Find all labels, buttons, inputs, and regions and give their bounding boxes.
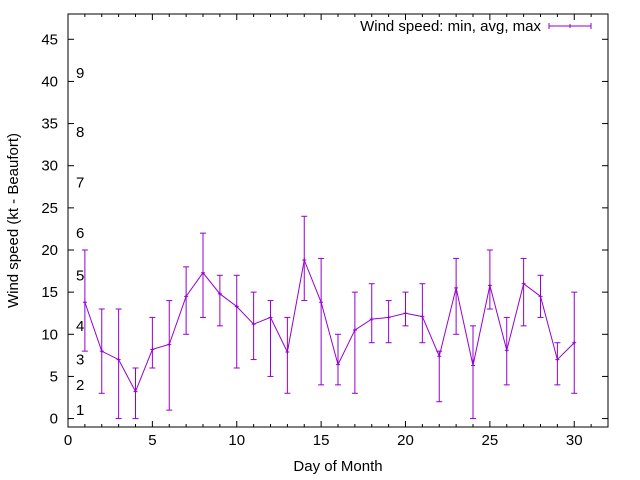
y-axis-label: Wind speed (kt - Beaufort) [5,133,22,308]
error-bar [368,283,375,344]
legend: Wind speed: min, avg, max [360,18,592,35]
y-tick-label: 35 [41,116,58,133]
error-bar [537,274,544,318]
legend-key [548,23,592,29]
x-tick-label: 25 [482,432,499,449]
beaufort-label: 4 [76,318,84,335]
error-bar [284,316,291,394]
error-bar [436,350,443,403]
beaufort-label: 9 [76,65,84,82]
y-tick-label: 0 [50,411,58,428]
error-bar [149,316,156,369]
error-bar [98,308,105,394]
error-bar [233,274,240,369]
error-bar [470,325,476,420]
error-bar [216,274,223,327]
x-tick-label: 5 [148,432,156,449]
error-bar [402,291,409,327]
y-tick-label: 45 [41,31,58,48]
error-bar [267,300,274,377]
beaufort-label: 7 [76,175,84,192]
error-bar [318,257,325,386]
series-line [84,258,575,393]
beaufort-label: 3 [76,352,84,369]
y-tick-label: 30 [41,158,58,175]
y-tick-label: 25 [41,200,58,217]
error-bar [351,291,358,394]
x-tick-label: 0 [64,432,72,449]
beaufort-labels: 1 2 3 4 5 6 7 8 9 [76,65,84,419]
error-bar [132,367,139,420]
y-tick-label: 10 [41,326,58,343]
error-bar [554,342,561,386]
legend-label: Wind speed: min, avg, max [360,18,541,35]
error-bar [486,249,493,310]
error-bar [200,232,206,318]
error-bar [453,257,460,335]
error-bar [250,291,257,361]
y-tick-label: 5 [50,368,58,385]
error-bar [385,300,392,344]
x-tick-label: 30 [566,432,583,449]
x-tick-label: 15 [313,432,330,449]
y-tick-label: 40 [41,73,58,90]
error-bar [335,333,341,386]
x-tick-label: 20 [397,432,414,449]
x-axis-ticks: 0 5 10 15 20 25 30 [64,14,609,449]
error-bar [183,266,190,335]
beaufort-label: 5 [76,267,84,284]
error-bar [115,308,122,420]
error-bar [81,249,88,352]
error-bar [503,316,510,386]
y-tick-label: 15 [41,284,58,301]
x-axis-label: Day of Month [293,458,382,475]
y-tick-label: 20 [41,242,58,259]
beaufort-label: 2 [76,377,84,394]
error-bar [166,300,173,411]
error-bar [520,257,527,327]
beaufort-label: 8 [76,124,84,141]
error-bar [301,215,308,302]
beaufort-label: 6 [76,225,84,242]
chart-marks [81,215,578,420]
error-bar [571,291,578,394]
error-bar [419,283,426,344]
beaufort-label: 1 [76,402,84,419]
x-tick-label: 10 [228,432,245,449]
